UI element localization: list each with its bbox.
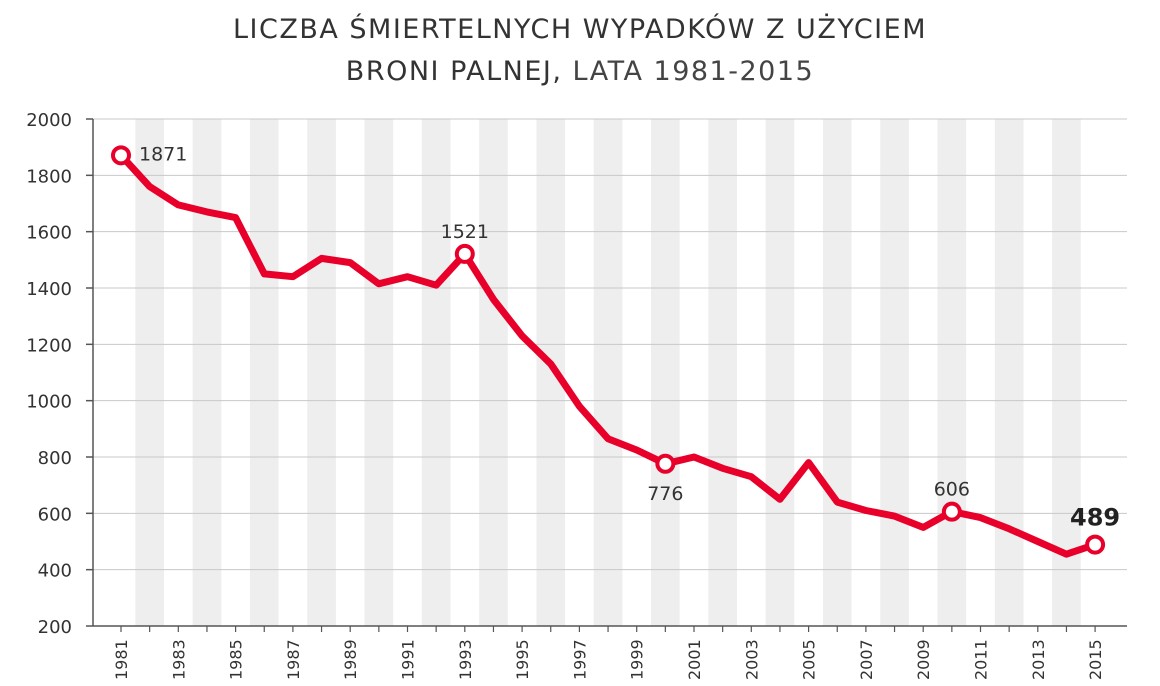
data-label: 1521 xyxy=(441,221,489,243)
y-tick-label: 1600 xyxy=(26,223,72,244)
chart-title-line-2: BRONI PALNEJ, LATA 1981-2015 xyxy=(0,56,1160,87)
x-tick-label: 1995 xyxy=(513,639,532,680)
year-band xyxy=(479,119,508,626)
x-tick-label: 1993 xyxy=(456,639,475,680)
x-tick-label: 2005 xyxy=(800,639,819,680)
x-tick-label: 2011 xyxy=(972,639,991,680)
x-tick-label: 2001 xyxy=(685,639,704,680)
year-band xyxy=(421,119,451,626)
year-band xyxy=(994,119,1024,626)
x-tick-label: 2007 xyxy=(857,639,876,680)
data-point-marker xyxy=(655,453,676,474)
year-band xyxy=(135,119,164,626)
data-point-marker xyxy=(111,145,131,166)
y-tick-label: 1000 xyxy=(26,392,72,413)
series-line xyxy=(117,151,1099,558)
year-band xyxy=(880,119,909,626)
x-tick-label: 1997 xyxy=(570,639,589,680)
y-tick-label: 400 xyxy=(38,561,72,582)
y-tick-label: 600 xyxy=(38,504,72,525)
year-band xyxy=(307,119,336,626)
year-band xyxy=(536,119,566,626)
chart-title-line-1: LICZBA ŚMIERTELNYCH WYPADKÓW Z UŻYCIEM xyxy=(232,14,928,45)
year-band xyxy=(765,119,795,626)
year-band xyxy=(364,119,394,626)
year-band xyxy=(708,119,737,626)
y-tick-label: 1800 xyxy=(26,166,72,187)
year-band xyxy=(249,119,279,626)
year-band xyxy=(192,119,222,626)
chart-title-light: LATA 1981-2015 xyxy=(562,56,815,87)
x-tick-label: 1991 xyxy=(399,639,418,680)
y-tick-label: 1400 xyxy=(26,279,72,300)
chart-title-bold: BRONI PALNEJ, xyxy=(345,56,563,87)
data-label: 1871 xyxy=(139,143,187,165)
x-tick-label: 1999 xyxy=(628,639,647,680)
data-point-marker xyxy=(941,501,962,522)
year-band xyxy=(651,119,680,626)
x-tick-label: 2013 xyxy=(1029,639,1048,680)
data-label: 606 xyxy=(934,479,970,501)
x-tick-label: 1981 xyxy=(112,639,131,680)
x-tick-label: 1989 xyxy=(341,639,360,680)
x-tick-label: 1987 xyxy=(284,639,303,680)
x-tick-label: 2009 xyxy=(914,639,933,680)
x-tick-label: 2003 xyxy=(742,639,761,680)
y-tick-label: 2000 xyxy=(26,110,72,131)
x-tick-label: 2015 xyxy=(1086,639,1105,680)
y-tick-label: 200 xyxy=(38,617,72,638)
data-point-marker xyxy=(454,243,475,264)
year-band xyxy=(822,119,852,626)
data-label: 489 xyxy=(1070,504,1120,532)
year-band xyxy=(593,119,623,626)
data-point-marker xyxy=(1085,534,1106,555)
year-band xyxy=(937,119,967,626)
y-tick-label: 800 xyxy=(38,448,72,469)
x-tick-label: 1983 xyxy=(169,639,188,680)
year-band xyxy=(1052,119,1081,626)
x-tick-label: 1985 xyxy=(227,639,246,680)
data-label: 776 xyxy=(647,483,683,505)
y-tick-label: 1200 xyxy=(26,335,72,356)
